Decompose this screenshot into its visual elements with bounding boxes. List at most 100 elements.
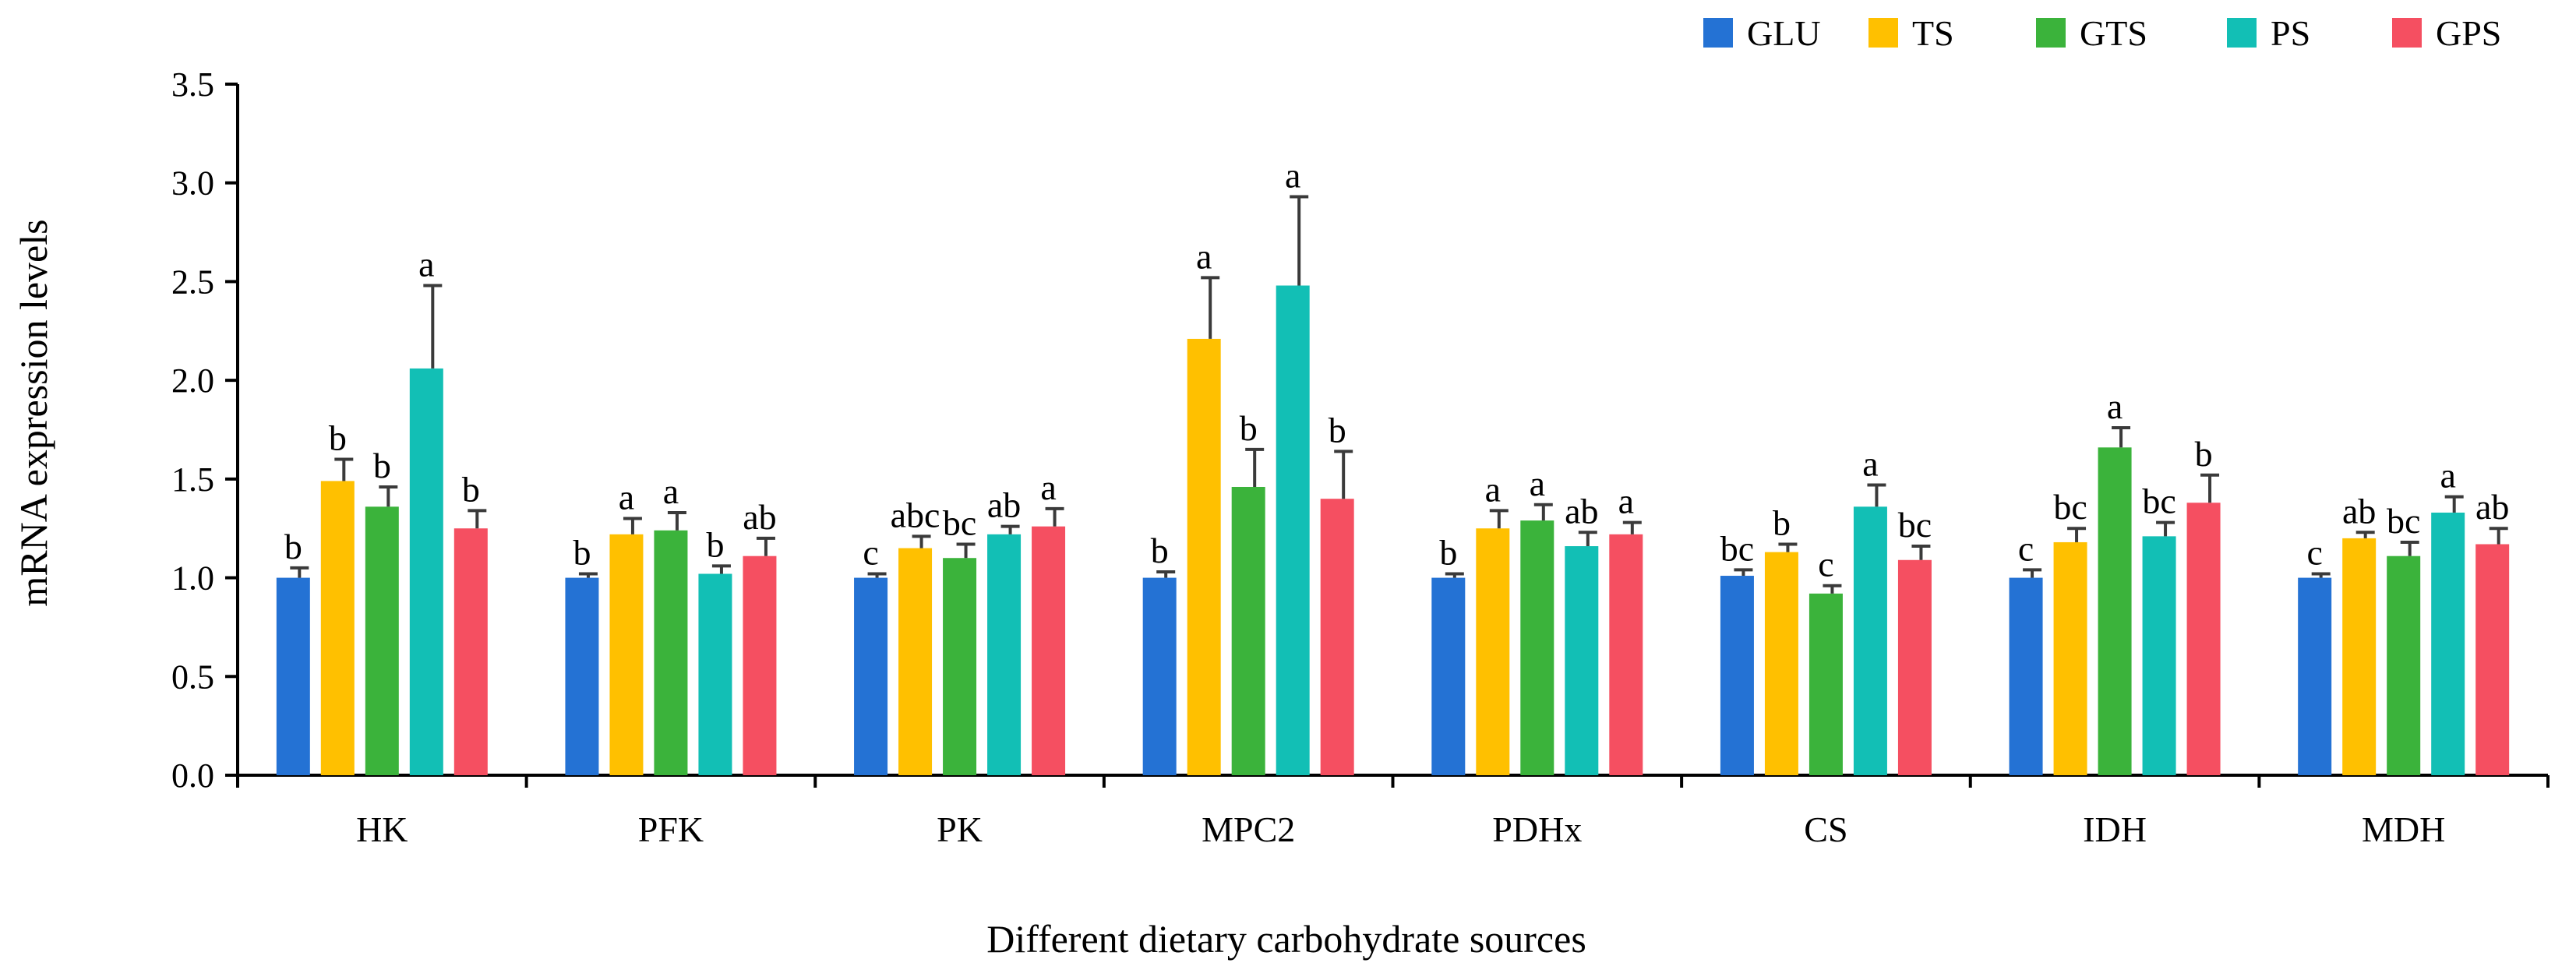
bar	[1142, 577, 1177, 775]
bar	[2475, 544, 2510, 775]
category-label: MDH	[2362, 809, 2445, 849]
significance-label: bc	[1720, 528, 1754, 568]
legend: GLU TS GTS PS GPS	[1703, 13, 2501, 53]
bar	[1520, 520, 1554, 775]
significance-label: a	[619, 478, 634, 517]
bar	[409, 368, 443, 775]
bar	[1032, 526, 1066, 775]
significance-label: b	[1773, 503, 1791, 542]
significance-label: a	[1862, 443, 1878, 483]
y-axis-title: mRNA expression levels	[12, 219, 55, 606]
significance-label: b	[1439, 533, 1457, 573]
significance-label: c	[2018, 528, 2034, 568]
significance-label: ab	[987, 485, 1021, 525]
legend-swatch	[2036, 18, 2066, 48]
bars-layer	[276, 195, 2510, 775]
significance-label: bc	[1898, 505, 1932, 545]
bar	[987, 534, 1022, 775]
significance-label: a	[418, 244, 434, 284]
bar	[2298, 577, 2332, 775]
significance-label: c	[1818, 545, 1833, 584]
legend-swatch	[1868, 18, 1898, 48]
bar	[1187, 338, 1221, 775]
bar	[1609, 534, 1643, 775]
significance-label: bc	[2142, 481, 2175, 521]
legend-swatch	[2227, 18, 2257, 48]
legend-label: GTS	[2080, 13, 2147, 53]
significance-label: ab	[2475, 487, 2509, 527]
category-label: HK	[356, 809, 408, 849]
significance-label: bc	[943, 503, 976, 542]
bar	[609, 534, 644, 775]
category-label: IDH	[2083, 809, 2147, 849]
bar	[320, 481, 355, 775]
significance-label: b	[462, 469, 480, 509]
bar	[1808, 593, 1843, 775]
y-tick-label: 2.0	[171, 362, 214, 400]
significance-label: a	[1485, 469, 1501, 509]
significance-label: b	[329, 418, 347, 458]
bar	[2142, 536, 2176, 775]
bar	[2186, 503, 2221, 775]
bar	[698, 573, 732, 775]
bar	[1231, 486, 1265, 775]
category-label: PDHx	[1492, 809, 1582, 849]
significance-label: abc	[891, 495, 940, 534]
significance-label: a	[2107, 386, 2123, 426]
significance-label: ab	[1565, 491, 1598, 531]
bar	[2098, 447, 2132, 775]
significance-label: a	[2440, 456, 2455, 496]
y-tick-label: 1.5	[171, 460, 214, 499]
significance-label: b	[284, 527, 302, 566]
category-label: MPC2	[1202, 809, 1295, 849]
bar	[898, 548, 933, 775]
bar	[565, 577, 599, 775]
legend-label: GLU	[1747, 13, 1821, 53]
bar	[453, 528, 488, 775]
bar	[276, 577, 310, 775]
bar	[1720, 576, 1754, 775]
category-label: PK	[937, 809, 983, 849]
bar	[1476, 528, 1510, 775]
y-tick-label: 0.5	[171, 658, 214, 696]
significance-label: ab	[2342, 491, 2376, 531]
bar	[943, 558, 977, 775]
bar	[1431, 577, 1466, 775]
significance-label: b	[1151, 531, 1169, 570]
significance-label: c	[2306, 533, 2322, 573]
bar	[1853, 506, 1887, 775]
significance-label: b	[706, 524, 724, 564]
legend-label: PS	[2271, 13, 2310, 53]
significance-label: bc	[2387, 501, 2420, 541]
y-tick-label: 0.0	[171, 757, 214, 795]
bar	[2387, 556, 2421, 775]
y-tick-label: 3.0	[171, 164, 214, 203]
bar	[1320, 499, 1354, 775]
significance-label: bc	[2053, 487, 2087, 527]
category-label: PFK	[638, 809, 704, 849]
bar	[2342, 538, 2377, 775]
bar	[1764, 552, 1798, 775]
significance-label: ab	[743, 497, 776, 537]
y-tick-label: 2.5	[171, 263, 214, 301]
significance-label: a	[1618, 481, 1634, 521]
significance-label: a	[1196, 236, 1212, 276]
legend-swatch	[2392, 18, 2422, 48]
bar	[365, 506, 399, 775]
significance-label: c	[863, 533, 878, 573]
significance-label: a	[1285, 155, 1300, 195]
significance-label: b	[573, 533, 591, 573]
bar	[2431, 512, 2465, 775]
significance-label: b	[373, 446, 391, 485]
legend-label: TS	[1912, 13, 1954, 53]
bar	[743, 556, 777, 775]
y-tick-label: 3.5	[171, 65, 214, 104]
bar	[1897, 559, 1932, 775]
y-tick-label: 1.0	[171, 559, 214, 598]
significance-label: b	[2195, 434, 2213, 474]
bar	[2053, 541, 2087, 775]
legend-swatch	[1703, 18, 1733, 48]
